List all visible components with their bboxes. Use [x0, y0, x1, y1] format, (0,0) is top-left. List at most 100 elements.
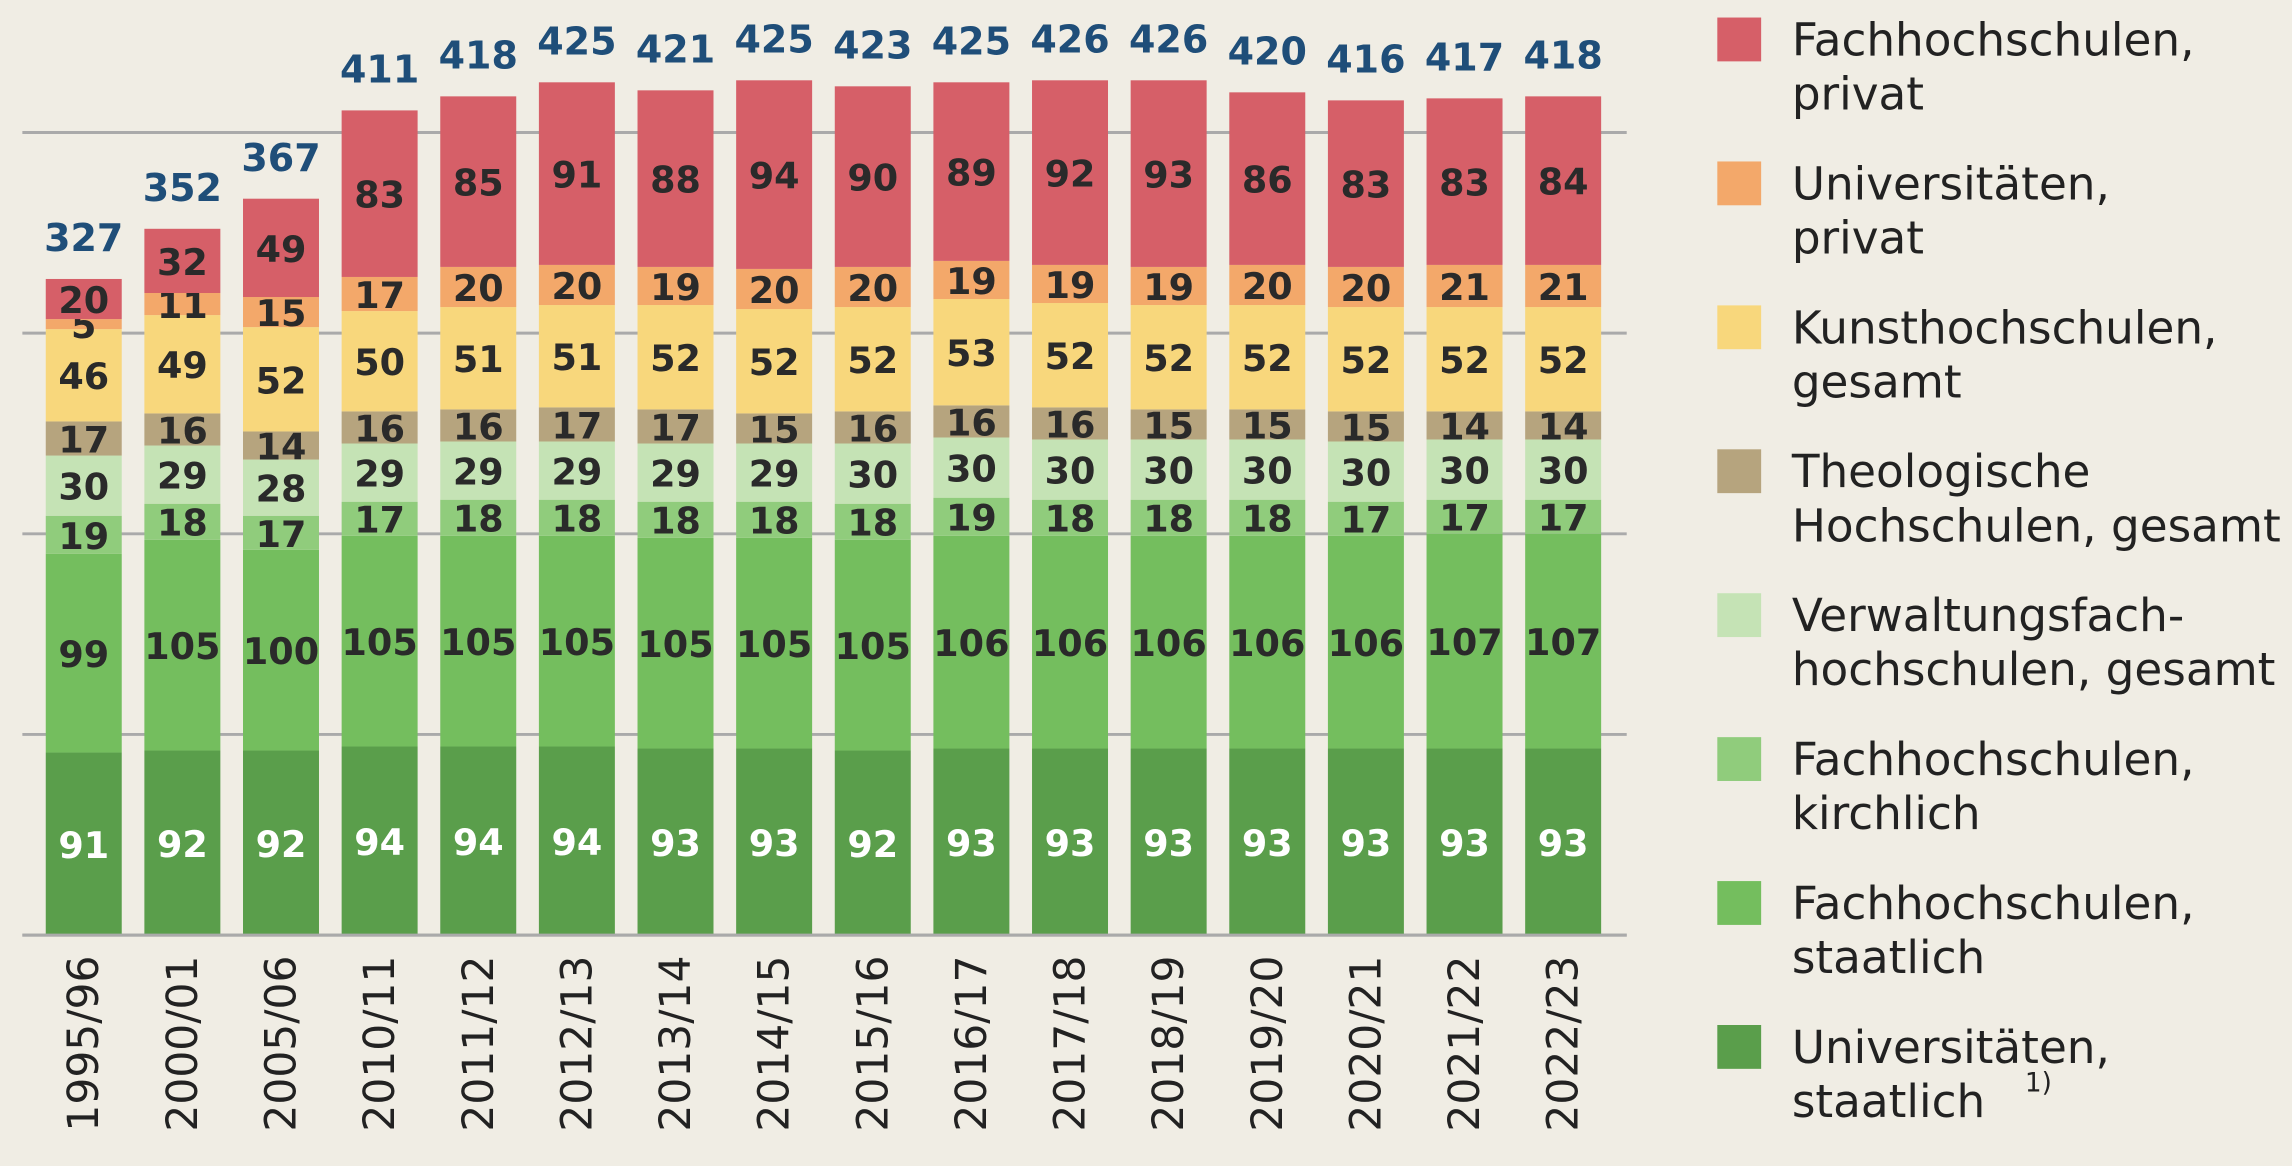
bar-segment: [1130, 499, 1207, 536]
legend-swatch: [1717, 17, 1762, 62]
x-tick-label: 2017/18: [1046, 956, 1095, 1132]
bar-segment: [637, 305, 714, 410]
value-label: 32: [157, 241, 208, 284]
value-label: 21: [1439, 266, 1490, 309]
value-label: 105: [835, 625, 911, 668]
bar-segment: [243, 297, 319, 328]
value-label: 52: [256, 359, 307, 402]
bar-segment: [933, 437, 1010, 498]
value-label: 30: [1538, 450, 1589, 493]
value-label: 107: [1426, 621, 1502, 664]
bar-segment: [144, 445, 221, 504]
value-label: 29: [551, 451, 602, 494]
bar-segment: [538, 746, 615, 936]
value-label: 14: [1538, 405, 1589, 448]
value-label: 18: [847, 502, 898, 545]
value-label: 30: [1045, 450, 1096, 493]
value-label: 100: [243, 630, 319, 673]
value-label: 17: [1538, 497, 1589, 540]
total-label: 421: [636, 27, 715, 71]
bar-segment: [45, 553, 122, 753]
value-label: 52: [749, 341, 800, 384]
bar-segment: [736, 309, 813, 414]
bar-segment: [440, 409, 517, 442]
bar-segment: [1327, 100, 1404, 267]
bar-segment: [1426, 533, 1503, 749]
value-label: 19: [1143, 266, 1194, 309]
bar-segment: [1525, 307, 1602, 412]
total-label: 423: [833, 23, 912, 67]
bar-segment: [736, 537, 813, 749]
bar-segment: [1426, 748, 1503, 936]
bar-segment: [1426, 499, 1503, 534]
value-label: 84: [1538, 161, 1589, 204]
bar-segment: [1327, 411, 1404, 442]
bar-segment: [736, 80, 813, 269]
value-label: 21: [1538, 266, 1589, 309]
value-label: 93: [1538, 822, 1589, 865]
bar-segment: [341, 110, 418, 277]
bar-segment: [538, 535, 615, 747]
x-tick-label: 2014/15: [750, 956, 799, 1132]
bar-segment: [243, 431, 319, 460]
bar-segment: [933, 260, 1010, 300]
total-label: 367: [241, 136, 320, 180]
bar-segment: [637, 443, 714, 502]
legend-swatch: [1717, 449, 1762, 494]
bar-segment: [1327, 266, 1404, 308]
bar-segment: [736, 268, 813, 310]
bar-segment: [45, 319, 122, 330]
value-label: 49: [157, 344, 208, 387]
value-label: 29: [354, 453, 405, 496]
bar-segment: [1032, 748, 1109, 936]
bar-segment: [834, 307, 911, 412]
bar-segment: [1525, 533, 1602, 749]
legend-label: Theologische Hochschulen, gesamt: [1791, 445, 2281, 552]
bar-segment: [341, 535, 418, 747]
bar-segment: [1032, 264, 1109, 304]
value-label: 19: [946, 497, 997, 540]
bar-segment: [341, 411, 418, 444]
bar-segment: [736, 501, 813, 538]
bar-segment: [637, 90, 714, 267]
value-label: 107: [1525, 621, 1601, 664]
bar-segment: [1229, 264, 1306, 306]
bar-segment: [538, 499, 615, 536]
value-label: 106: [1131, 622, 1207, 665]
value-label: 92: [256, 823, 307, 866]
bar-segment: [440, 441, 517, 500]
bar-segment: [1525, 499, 1602, 534]
value-label: 83: [354, 174, 405, 217]
total-label: 420: [1228, 29, 1307, 73]
value-label: 93: [1045, 822, 1096, 865]
bar-segment: [933, 299, 1010, 406]
value-label: 52: [1538, 339, 1589, 382]
value-label: 94: [749, 155, 800, 198]
value-label: 16: [453, 405, 504, 448]
x-tick-label: 1995/96: [59, 956, 108, 1132]
value-label: 16: [946, 401, 997, 444]
value-label: 93: [1143, 822, 1194, 865]
value-label: 89: [946, 152, 997, 195]
value-label: 94: [354, 821, 405, 864]
bar-segment: [45, 278, 122, 320]
value-label: 17: [1340, 499, 1391, 542]
value-label: 83: [1439, 162, 1490, 205]
bar-segment: [144, 539, 221, 751]
x-tick-label: 2013/14: [651, 956, 700, 1132]
value-label: 51: [453, 338, 504, 381]
value-label: 28: [256, 468, 307, 511]
legend-label: Verwaltungsfach-hochschulen, gesamt: [1792, 589, 2276, 696]
bar-segment: [1130, 439, 1207, 500]
value-label: 83: [1340, 164, 1391, 207]
bar-segment: [341, 276, 418, 312]
bar-segment: [440, 307, 517, 410]
value-label: 106: [1032, 622, 1108, 665]
bar-segment: [1426, 439, 1503, 500]
legend-label: Kunsthochschulen, gesamt: [1792, 301, 2218, 408]
bar-segment: [144, 315, 221, 414]
value-label: 106: [1229, 622, 1305, 665]
legend-label: Universitäten, privat: [1792, 157, 2110, 264]
total-label: 352: [143, 166, 222, 210]
bar-segment: [1525, 748, 1602, 936]
